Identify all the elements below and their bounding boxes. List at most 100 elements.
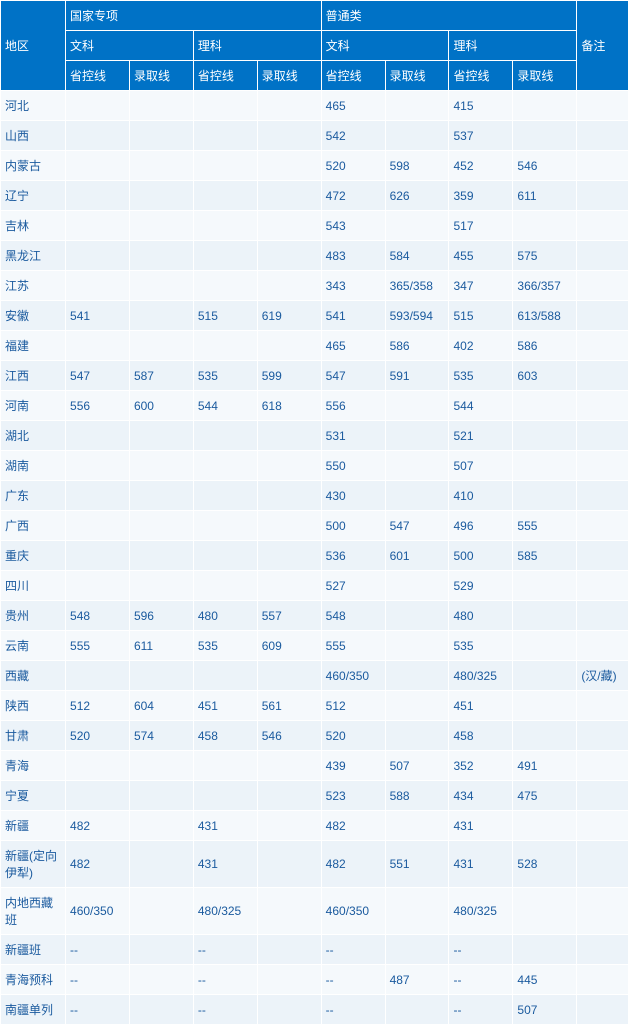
cell-note (577, 541, 629, 571)
cell-value (66, 541, 130, 571)
cell-value (385, 121, 449, 151)
table-row: 辽宁472626359611 (1, 181, 629, 211)
cell-value: 603 (513, 361, 577, 391)
cell-note (577, 481, 629, 511)
cell-note (577, 241, 629, 271)
cell-region: 山西 (1, 121, 66, 151)
cell-value (129, 151, 193, 181)
cell-region: 吉林 (1, 211, 66, 241)
cell-value: -- (449, 965, 513, 995)
cell-region: 福建 (1, 331, 66, 361)
cell-value (129, 181, 193, 211)
table-header: 地区 国家专项 普通类 备注 文科 理科 文科 理科 省控线 录取线 省控线 录… (1, 1, 629, 91)
cell-value (129, 211, 193, 241)
cell-value (129, 935, 193, 965)
cell-value: 575 (513, 241, 577, 271)
cell-value: -- (193, 935, 257, 965)
cell-value: 521 (449, 421, 513, 451)
cell-value (66, 121, 130, 151)
header-col-luqu: 录取线 (129, 61, 193, 91)
cell-value: 365/358 (385, 271, 449, 301)
cell-value (193, 241, 257, 271)
cell-value: 544 (193, 391, 257, 421)
header-note: 备注 (577, 1, 629, 91)
table-row: 福建465586402586 (1, 331, 629, 361)
cell-value: 626 (385, 181, 449, 211)
cell-value: 515 (193, 301, 257, 331)
cell-note (577, 601, 629, 631)
cell-value (193, 271, 257, 301)
cell-region: 青海预科 (1, 965, 66, 995)
cell-region: 内地西藏班 (1, 888, 66, 935)
cell-value (66, 241, 130, 271)
header-national-arts: 文科 (66, 31, 194, 61)
cell-value (66, 421, 130, 451)
cell-value: -- (193, 995, 257, 1025)
cell-value (193, 211, 257, 241)
cell-value (257, 481, 321, 511)
cell-value: 352 (449, 751, 513, 781)
cell-value: 452 (449, 151, 513, 181)
cell-value (129, 241, 193, 271)
cell-value: 591 (385, 361, 449, 391)
cell-value: 439 (321, 751, 385, 781)
cell-value (257, 151, 321, 181)
table-row: 青海439507352491 (1, 751, 629, 781)
cell-value: 431 (449, 841, 513, 888)
cell-value: 347 (449, 271, 513, 301)
cell-value (257, 271, 321, 301)
cell-value: 483 (321, 241, 385, 271)
cell-value: 593/594 (385, 301, 449, 331)
cell-value (513, 451, 577, 481)
cell-value (385, 631, 449, 661)
cell-value: 546 (257, 721, 321, 751)
cell-value: 482 (321, 841, 385, 888)
table-row: 宁夏523588434475 (1, 781, 629, 811)
cell-value: 410 (449, 481, 513, 511)
cell-value (257, 511, 321, 541)
cell-value (193, 151, 257, 181)
cell-value (513, 421, 577, 451)
cell-value (385, 211, 449, 241)
cell-value (513, 601, 577, 631)
cell-value (513, 661, 577, 691)
cell-value: 517 (449, 211, 513, 241)
cell-note (577, 781, 629, 811)
cell-value: 480/325 (193, 888, 257, 935)
header-col-shengkong: 省控线 (66, 61, 130, 91)
cell-value: 480/325 (449, 661, 513, 691)
table-row: 湖北531521 (1, 421, 629, 451)
cell-note (577, 571, 629, 601)
cell-value: 527 (321, 571, 385, 601)
cell-value (385, 691, 449, 721)
table-row: 青海预科------487--445 (1, 965, 629, 995)
cell-value: 604 (129, 691, 193, 721)
cell-value: 460/350 (66, 888, 130, 935)
cell-value (385, 721, 449, 751)
cell-value: 507 (385, 751, 449, 781)
cell-note (577, 421, 629, 451)
table-row: 江西547587535599547591535603 (1, 361, 629, 391)
cell-value: 343 (321, 271, 385, 301)
cell-value: -- (66, 995, 130, 1025)
cell-value: -- (66, 965, 130, 995)
table-row: 贵州548596480557548480 (1, 601, 629, 631)
cell-value (385, 391, 449, 421)
cell-value: 547 (321, 361, 385, 391)
cell-value (129, 781, 193, 811)
cell-value (129, 811, 193, 841)
cell-value (129, 331, 193, 361)
cell-value: 434 (449, 781, 513, 811)
cell-value (66, 661, 130, 691)
cell-value: 523 (321, 781, 385, 811)
cell-value: 480/325 (449, 888, 513, 935)
cell-region: 陕西 (1, 691, 66, 721)
cell-value: 586 (513, 331, 577, 361)
cell-value: -- (321, 935, 385, 965)
cell-value: 536 (321, 541, 385, 571)
cell-value (257, 211, 321, 241)
cell-value: 480 (193, 601, 257, 631)
cell-value (257, 995, 321, 1025)
cell-value (513, 721, 577, 751)
cell-value: 599 (257, 361, 321, 391)
